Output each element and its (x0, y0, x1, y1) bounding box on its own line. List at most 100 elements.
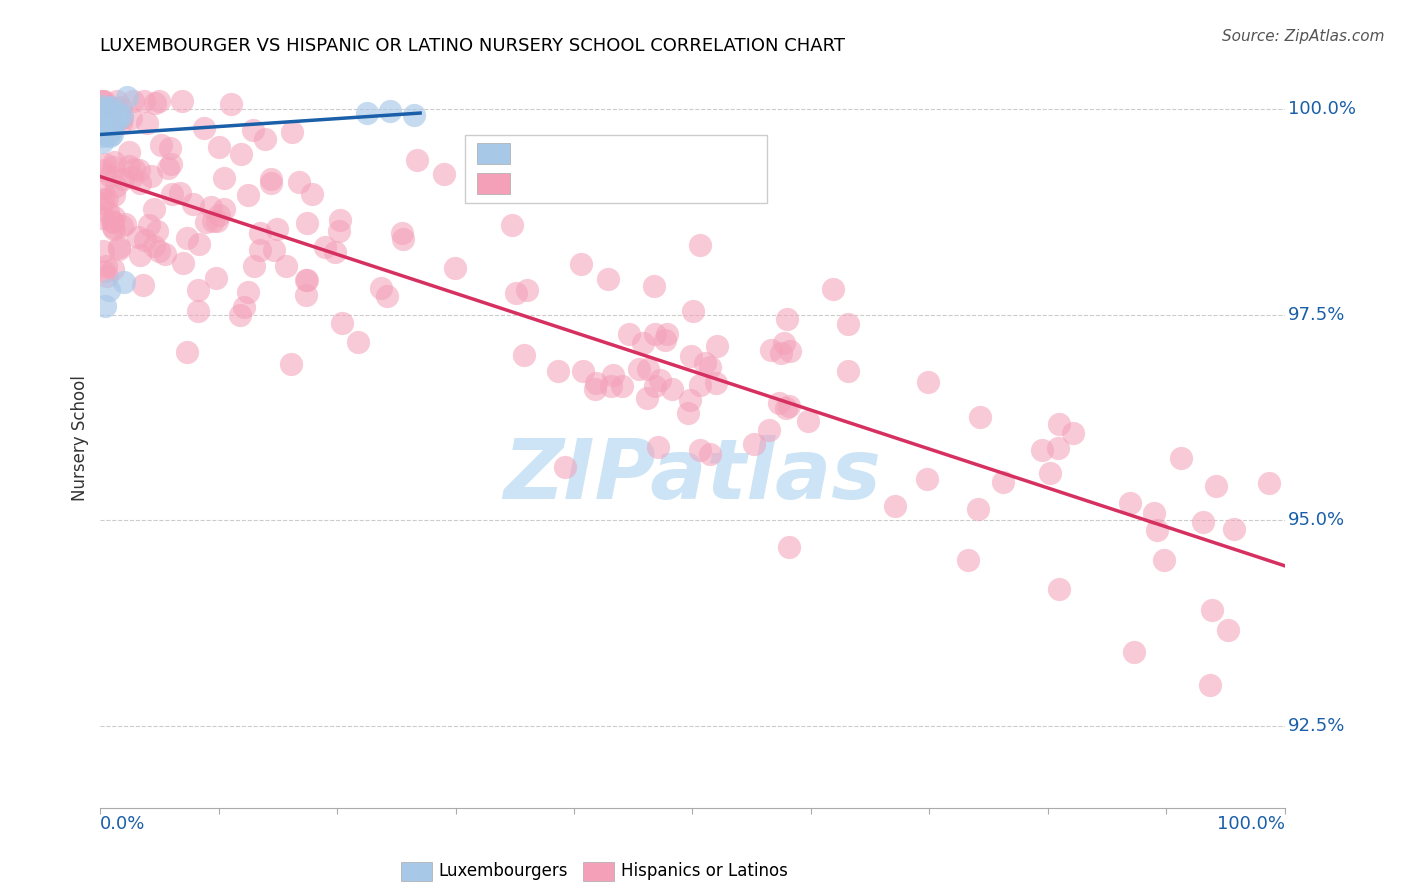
Point (90, 116, 112, 130)
Point (143, 238, 166, 252)
Point (121, 169, 143, 184)
Point (695, 356, 717, 370)
Point (1143, 506, 1166, 520)
Point (572, 364, 595, 378)
Point (103, 262, 125, 277)
Point (101, 160, 124, 174)
Point (1031, 442, 1053, 457)
Text: 51: 51 (681, 145, 706, 163)
Point (301, 187, 323, 202)
Point (391, 227, 413, 241)
Point (138, 218, 160, 232)
Point (93, 264, 115, 278)
Point (90, 120, 112, 134)
Point (837, 364, 859, 378)
Text: 201: 201 (681, 175, 718, 193)
Point (323, 244, 346, 259)
Point (236, 188, 259, 202)
Point (821, 281, 844, 295)
Point (779, 399, 801, 413)
Point (644, 379, 666, 393)
Point (699, 447, 721, 461)
Y-axis label: Nursery School: Nursery School (72, 376, 89, 501)
Point (94, 300, 117, 314)
Point (94, 119, 117, 133)
Point (129, 176, 152, 190)
Text: R =: R = (520, 145, 554, 163)
Point (704, 376, 727, 391)
Point (356, 106, 378, 120)
Text: -0.855: -0.855 (565, 175, 628, 193)
Point (107, 240, 129, 254)
Point (97, 283, 120, 297)
Point (648, 373, 671, 387)
Point (97, 128, 120, 142)
Point (159, 141, 181, 155)
Point (91, 115, 114, 129)
Point (513, 348, 536, 362)
Point (160, 187, 183, 202)
Point (655, 327, 678, 342)
Point (155, 246, 177, 260)
Point (107, 113, 129, 128)
Point (91, 244, 114, 258)
Point (516, 283, 538, 297)
Text: N =: N = (640, 175, 673, 193)
Point (103, 154, 125, 169)
Point (1146, 523, 1168, 537)
Point (94, 102, 117, 116)
Point (110, 116, 132, 130)
Point (118, 159, 141, 173)
Text: 95.0%: 95.0% (1288, 511, 1346, 529)
Point (249, 226, 271, 240)
Point (1216, 624, 1239, 638)
Point (260, 176, 283, 190)
Point (94, 125, 117, 139)
Point (706, 339, 728, 353)
Point (94, 109, 117, 123)
Point (90, 181, 112, 195)
Point (108, 242, 131, 256)
Text: LUXEMBOURGER VS HISPANIC OR LATINO NURSERY SCHOOL CORRELATION CHART: LUXEMBOURGER VS HISPANIC OR LATINO NURSE… (100, 37, 845, 55)
Point (274, 259, 297, 273)
Point (229, 308, 252, 322)
Point (103, 210, 125, 224)
Point (201, 213, 224, 227)
Text: 0.412: 0.412 (565, 145, 621, 163)
Point (94, 259, 117, 273)
Point (90, 108, 112, 122)
FancyBboxPatch shape (477, 144, 510, 164)
Point (105, 94, 128, 108)
Point (232, 301, 254, 315)
Point (219, 96, 242, 111)
Point (90, 211, 112, 225)
FancyBboxPatch shape (477, 173, 510, 194)
Point (260, 172, 283, 186)
Text: 100.0%: 100.0% (1216, 815, 1285, 833)
Point (1047, 582, 1070, 596)
Point (90, 135, 112, 149)
Point (114, 217, 136, 231)
Point (1199, 678, 1222, 692)
Point (148, 94, 170, 108)
Point (97, 115, 120, 129)
Point (103, 215, 125, 229)
Point (143, 96, 166, 111)
Point (1062, 425, 1084, 440)
Point (956, 553, 979, 567)
Point (1257, 476, 1279, 491)
Point (347, 335, 370, 350)
Point (181, 196, 204, 211)
Point (249, 243, 271, 257)
Point (208, 140, 231, 154)
Point (1046, 441, 1069, 455)
Point (742, 437, 765, 451)
Point (779, 344, 801, 359)
Point (93, 119, 115, 133)
Point (294, 273, 316, 287)
Point (1122, 645, 1144, 659)
Point (128, 248, 150, 262)
Point (600, 378, 623, 392)
Point (263, 243, 285, 257)
Point (91, 105, 114, 120)
